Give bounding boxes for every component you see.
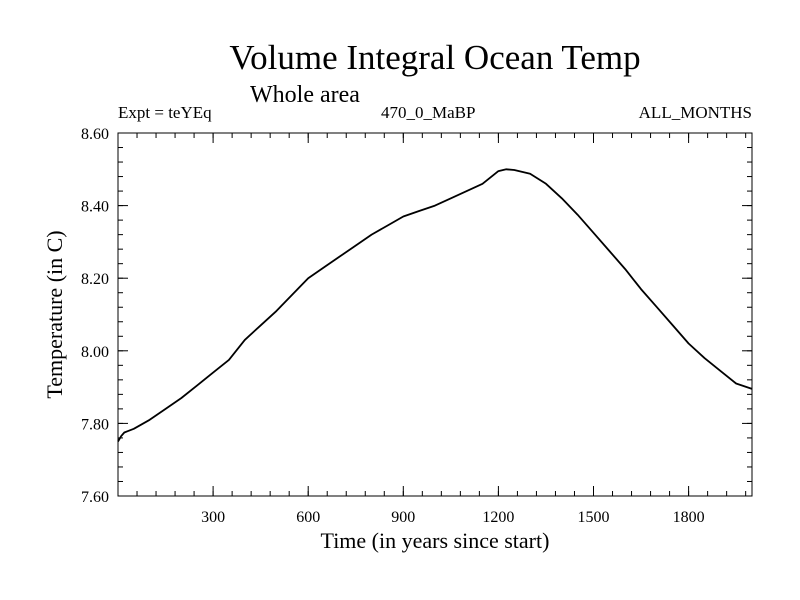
experiment-label: Expt = teYEq xyxy=(118,103,212,122)
y-tick-label: 8.40 xyxy=(81,199,109,216)
y-axis-label: Temperature (in C) xyxy=(42,230,67,398)
x-tick-label: 300 xyxy=(201,509,225,526)
series-line xyxy=(117,168,753,442)
x-tick-label: 1500 xyxy=(578,509,610,526)
y-axis: 7.60 7.80 8.00 8.20 8.40 8.60 xyxy=(81,126,752,506)
x-tick-label: 900 xyxy=(391,509,415,526)
chart-subtitle: Whole area xyxy=(250,82,360,108)
y-tick-label: 8.20 xyxy=(81,271,109,288)
period-label: 470_0_MaBP xyxy=(381,103,476,122)
plot-frame xyxy=(117,132,753,497)
y-tick-label: 7.80 xyxy=(81,416,109,433)
x-tick-label: 1200 xyxy=(482,509,514,526)
y-tick-label: 8.60 xyxy=(81,126,109,143)
y-tick-label: 8.00 xyxy=(81,344,109,361)
x-tick-label: 600 xyxy=(296,509,320,526)
y-tick-label: 7.60 xyxy=(81,489,109,506)
months-label: ALL_MONTHS xyxy=(638,103,752,122)
x-tick-label: 1800 xyxy=(673,509,705,526)
x-axis-label: Time (in years since start) xyxy=(321,528,550,553)
chart-title: Volume Integral Ocean Temp xyxy=(229,38,641,77)
x-axis: 300 600 900 1200 1500 1800 xyxy=(136,133,747,526)
